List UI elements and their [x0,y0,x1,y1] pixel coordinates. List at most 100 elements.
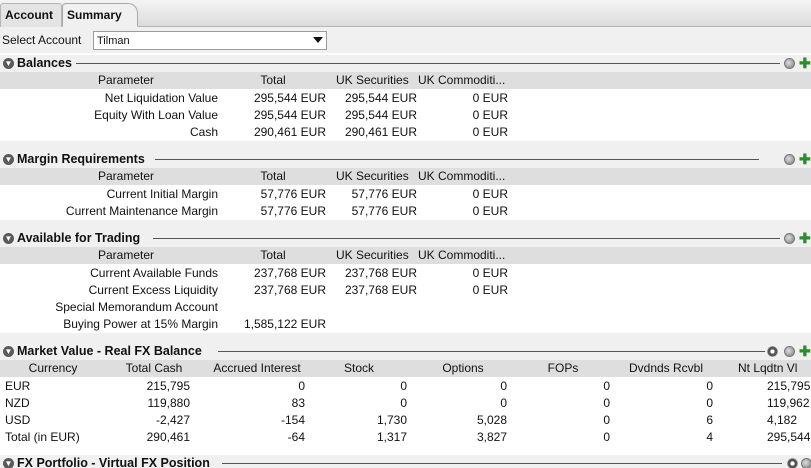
section-title: Available for Trading [17,231,143,245]
uk-securities-value: 295,544 EUR [344,108,417,122]
col-fops: FOPs [547,361,579,375]
settings-icon[interactable] [784,154,795,165]
uk-securities-value: 57,776 EUR [351,204,417,218]
uk-commodities-value: 0 EUR [472,204,508,218]
stock-cell: 1,317 [376,430,407,444]
market-value-column-header: Currency Total Cash Accrued Interest Sto… [0,360,811,377]
net-liquidation-cell: 295,544 [767,430,811,444]
uk-commodities-value: 0 EUR [472,108,508,122]
settings-icon[interactable] [801,458,811,468]
section-rule [155,159,759,160]
balances-section-header: ▼ Balances ✚ [0,55,811,72]
dividends-cell: 4 [706,430,713,444]
settings-icon[interactable] [784,346,795,357]
section-rule [153,238,780,239]
accrued-interest-cell: 0 [298,379,305,393]
stock-cell: 0 [400,379,407,393]
currency-cell: USD [5,413,31,427]
section-rule [76,63,780,64]
fops-cell: 0 [603,413,610,427]
col-dividends-receivable: Dvdnds Rcvbl [628,361,704,375]
collapse-toggle-icon[interactable]: ▼ [3,346,14,357]
section-title: Margin Requirements [17,152,147,166]
fops-cell: 0 [603,396,610,410]
row-label: Current Maintenance Margin [65,204,218,218]
uk-commodities-value: 0 EUR [472,91,508,105]
net-liquidation-cell: 4,182 [767,413,798,427]
total-cash-cell: 215,795 [146,379,190,393]
total-cash-cell: -2,427 [155,413,190,427]
total-value: 290,461 EUR [253,125,326,139]
margin-column-header: Parameter Total UK Securities UK Commodi… [0,168,811,185]
add-icon[interactable]: ✚ [799,230,811,246]
dropdown-arrow-icon[interactable] [313,37,323,43]
total-value: 295,544 EUR [253,108,326,122]
balances-column-header: Parameter Total UK Securities UK Commodi… [0,72,811,89]
net-liquidation-cell: 119,962 [767,396,810,410]
margin-section-header: ▼ Margin Requirements ✚ [0,151,811,168]
margin-table: Current Initial Margin 57,776 EUR 57,776… [0,185,811,220]
add-icon[interactable]: ✚ [799,343,811,359]
fops-cell: 0 [603,379,610,393]
dividends-cell: 6 [706,413,713,427]
col-uk-commodities: UK Commoditi... [418,73,506,87]
add-icon[interactable]: ✚ [799,151,811,167]
tab-account[interactable]: Account [0,3,62,27]
net-liquidation-cell: 215,795 [767,379,811,393]
row-label: Special Memorandum Account [55,300,218,314]
uk-commodities-value: 0 EUR [472,125,508,139]
section-gap [0,333,811,343]
uk-commodities-value: 0 EUR [472,266,508,280]
collapse-toggle-icon[interactable]: ▼ [3,458,14,468]
settings-icon[interactable] [784,58,795,69]
account-dropdown[interactable]: Tilman [93,31,327,50]
collapse-toggle-icon[interactable]: ▼ [3,154,14,165]
refresh-icon[interactable] [767,346,778,357]
collapse-toggle-icon[interactable]: ▼ [3,58,14,69]
add-icon[interactable]: ✚ [799,55,811,71]
row-label: Buying Power at 15% Margin [63,317,218,331]
refresh-icon[interactable] [787,458,798,468]
col-uk-securities: UK Securities [336,248,409,262]
row-label: Current Available Funds [90,266,218,280]
available-column-header: Parameter Total UK Securities UK Commodi… [0,247,811,264]
fx-portfolio-section-header: ▼ FX Portfolio - Virtual FX Position [0,455,811,468]
uk-securities-value: 295,544 EUR [344,91,417,105]
dividends-cell: 0 [706,396,713,410]
currency-cell: Total (in EUR) [5,430,80,444]
uk-securities-value: 57,776 EUR [351,187,417,201]
col-uk-securities: UK Securities [336,73,409,87]
row-label: Net Liquidation Value [104,91,218,105]
available-table: Current Available Funds 237,768 EUR 237,… [0,264,811,333]
collapse-toggle-icon[interactable]: ▼ [3,233,14,244]
col-total: Total [260,248,286,262]
col-parameter: Parameter [97,169,155,183]
section-rule [222,463,782,464]
total-cash-cell: 119,880 [147,396,191,410]
col-parameter: Parameter [97,248,155,262]
section-title: Balances [17,56,74,70]
col-total-cash: Total Cash [125,361,183,375]
col-uk-commodities: UK Commoditi... [418,169,506,183]
tab-bar: Account Summary [0,0,811,27]
options-cell: 5,028 [476,413,507,427]
settings-icon[interactable] [784,233,795,244]
tab-summary[interactable]: Summary [62,3,138,27]
currency-cell: EUR [5,379,31,393]
stock-cell: 1,730 [376,413,407,427]
balances-table: Net Liquidation Value 295,544 EUR 295,54… [0,89,811,141]
col-uk-securities: UK Securities [336,169,409,183]
uk-securities-value: 237,768 EUR [344,283,417,297]
options-cell: 3,827 [476,430,507,444]
uk-securities-value: 290,461 EUR [344,125,417,139]
section-title: Market Value - Real FX Balance [17,344,204,358]
available-section-header: ▼ Available for Trading ✚ [0,230,811,247]
col-total: Total [260,73,286,87]
row-label: Current Initial Margin [106,187,218,201]
col-uk-commodities: UK Commoditi... [418,248,506,262]
uk-commodities-value: 0 EUR [472,283,508,297]
section-gap [0,141,811,151]
total-value: 237,768 EUR [253,283,326,297]
accrued-interest-cell: -64 [287,430,305,444]
col-accrued-interest: Accrued Interest [213,361,301,375]
